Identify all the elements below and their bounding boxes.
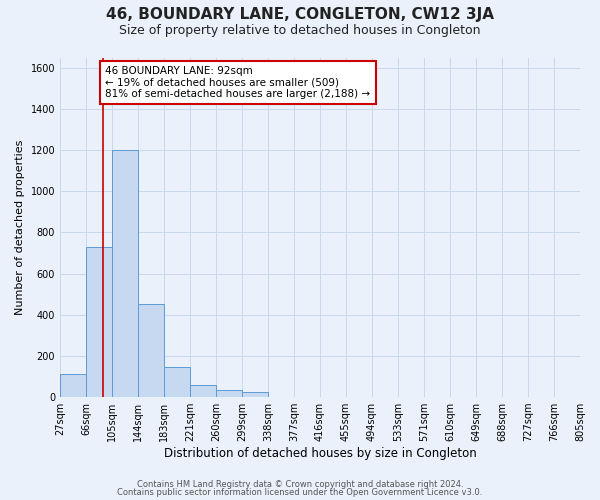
Bar — [138, 304, 164, 397]
Bar — [164, 367, 190, 397]
Text: 46, BOUNDARY LANE, CONGLETON, CW12 3JA: 46, BOUNDARY LANE, CONGLETON, CW12 3JA — [106, 8, 494, 22]
Bar — [216, 390, 242, 397]
X-axis label: Distribution of detached houses by size in Congleton: Distribution of detached houses by size … — [164, 447, 476, 460]
Y-axis label: Number of detached properties: Number of detached properties — [15, 140, 25, 315]
Text: Size of property relative to detached houses in Congleton: Size of property relative to detached ho… — [119, 24, 481, 37]
Text: 46 BOUNDARY LANE: 92sqm
← 19% of detached houses are smaller (509)
81% of semi-d: 46 BOUNDARY LANE: 92sqm ← 19% of detache… — [106, 66, 371, 99]
Bar — [60, 374, 86, 397]
Bar — [190, 384, 216, 397]
Bar — [242, 392, 268, 397]
Text: Contains public sector information licensed under the Open Government Licence v3: Contains public sector information licen… — [118, 488, 482, 497]
Bar — [112, 150, 138, 397]
Text: Contains HM Land Registry data © Crown copyright and database right 2024.: Contains HM Land Registry data © Crown c… — [137, 480, 463, 489]
Bar — [86, 247, 112, 397]
